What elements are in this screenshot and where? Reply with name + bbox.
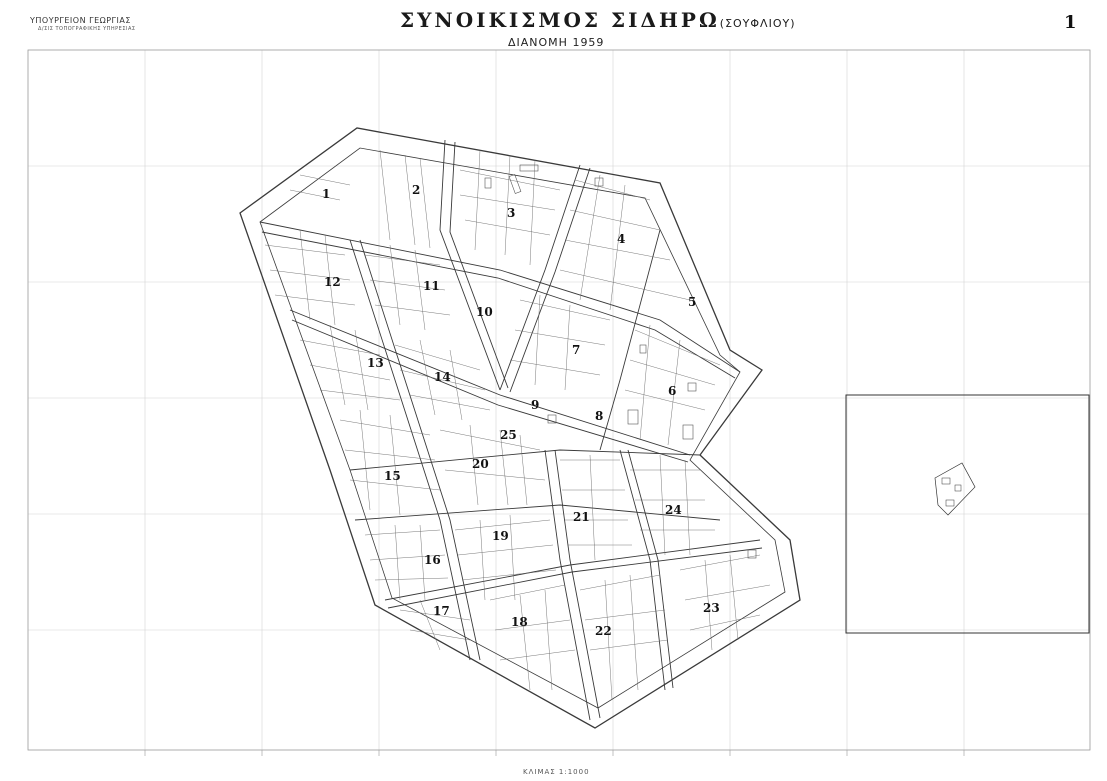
block-label: 22 (595, 624, 612, 638)
block-label: 10 (476, 305, 493, 319)
block-label: 12 (324, 275, 341, 289)
block-label: 2 (412, 183, 420, 197)
parcel-lines (264, 149, 771, 701)
ministry-name: ΥΠΟΥΡΓΕΙΟΝ ΓΕΩΡΓΙΑΣ (30, 16, 131, 25)
block-label: 18 (511, 615, 528, 629)
service-name: Δ/ΣΙΣ ΤΟΠΟΓΡΑΦΙΚΗΣ ΥΠΗΡΕΣΙΑΣ (38, 26, 136, 32)
block-label: 9 (531, 398, 539, 412)
title-paren: (ΣΟΥΦΛΙΟΥ) (719, 17, 796, 30)
map-title: ΣΥΝΟΙΚΙΣΜΟΣ ΣΙΔΗΡΩ(ΣΟΥΦΛΙΟΥ) (400, 8, 796, 32)
block-label: 15 (384, 469, 401, 483)
coordinate-grid (28, 50, 1090, 750)
block-label: 3 (507, 206, 515, 220)
block-label: 5 (688, 295, 696, 309)
title-main: ΣΥΝΟΙΚΙΣΜΟΣ ΣΙΔΗΡΩ (400, 8, 720, 32)
block-label: 25 (500, 428, 517, 442)
block-label: 19 (492, 529, 509, 543)
block-label: 6 (668, 384, 676, 398)
block-label: 11 (423, 279, 440, 293)
block-label: 23 (703, 601, 720, 615)
axis-ticks (144, 750, 965, 756)
map-subtitle: ΔΙΑΝΟΜΗ 1959 (508, 36, 605, 49)
block-label: 24 (665, 503, 682, 517)
block-label: 7 (572, 343, 580, 357)
building-outlines (484, 164, 757, 559)
settlement-outline (239, 127, 801, 729)
map-frame (27, 49, 1091, 751)
ministry-label: ΥΠΟΥΡΓΕΙΟΝ ΓΕΩΡΓΙΑΣ Δ/ΣΙΣ ΤΟΠΟΓΡΑΦΙΚΗΣ Υ… (30, 16, 136, 32)
block-label: 4 (617, 232, 625, 246)
block-label: 1 (322, 187, 330, 201)
block-label: 17 (433, 604, 450, 618)
block-label: 16 (424, 553, 441, 567)
inset-map (845, 394, 1090, 634)
block-label: 14 (434, 370, 451, 384)
block-label: 13 (367, 356, 384, 370)
block-label: 20 (472, 457, 489, 471)
streets (259, 139, 763, 721)
scale-label: ΚΛΙΜΑΣ 1:1000 (523, 768, 590, 776)
block-label: 21 (573, 510, 590, 524)
block-labels: 1 2 3 4 5 6 7 8 9 10 11 12 13 14 15 16 1… (322, 183, 720, 638)
sheet-number: 1 (1064, 12, 1077, 33)
block-label: 8 (595, 409, 603, 423)
